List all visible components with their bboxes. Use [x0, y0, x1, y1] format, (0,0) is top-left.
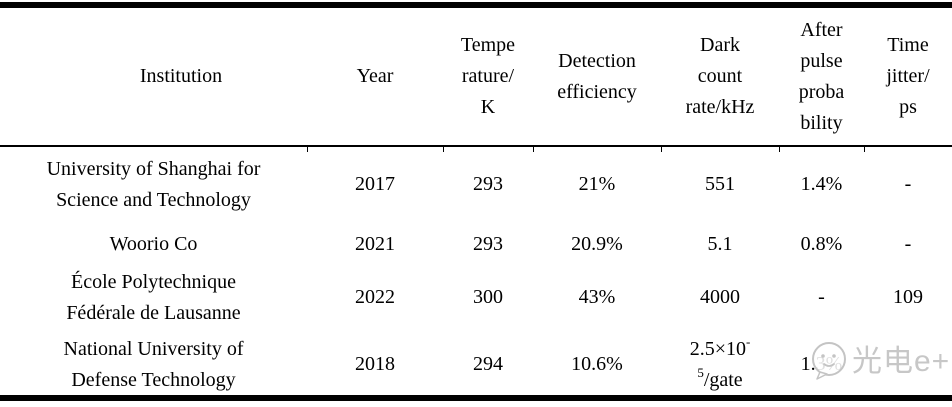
- table-top-rule: [0, 2, 952, 8]
- cell-time-jitter: 109: [893, 286, 923, 308]
- cell-detection-efficiency: 43%: [578, 286, 616, 308]
- cell-year: 2022: [355, 286, 395, 308]
- header-separator-rule: [0, 145, 952, 147]
- column-header-afterpulse-probability: After pulse proba bility: [798, 18, 845, 134]
- table-row: École Polytechnique Fédérale de Lausanne…: [0, 267, 952, 328]
- cell-institution: Woorio Co: [109, 233, 198, 255]
- cell-time-jitter: -: [904, 233, 912, 255]
- column-header-temperature: Tempe rature/ K: [460, 34, 516, 118]
- cell-temperature: 293: [473, 173, 503, 195]
- cell-afterpulse-probability: 1.3%: [800, 353, 843, 375]
- detector-comparison-table: Institution Year Tempe rature/ K Detecti…: [0, 8, 952, 145]
- column-header-time-jitter: Time jitter/ ps: [886, 34, 930, 118]
- cell-detection-efficiency: 10.6%: [571, 353, 623, 375]
- table-row: Woorio Co 2021 293 20.9% 5.1 0.8% -: [0, 222, 952, 267]
- column-header-year: Year: [356, 65, 394, 87]
- table-body: University of Shanghai for Science and T…: [0, 147, 952, 401]
- cell-afterpulse-probability: -: [818, 286, 825, 308]
- column-boundary-tick: [443, 147, 444, 152]
- column-header-institution: Institution: [139, 65, 223, 87]
- column-boundary-tick: [307, 147, 308, 152]
- column-boundary-tick: [661, 147, 662, 152]
- cell-time-jitter: -: [904, 173, 912, 195]
- column-boundary-tick: [864, 147, 865, 152]
- cell-dark-count-rate: 5.1: [707, 233, 733, 255]
- exponent-digit: 5: [697, 364, 704, 380]
- cell-temperature: 294: [473, 353, 503, 375]
- exponent-sign: -: [745, 333, 751, 349]
- cell-afterpulse-probability: 0.8%: [800, 233, 843, 255]
- table-row: University of Shanghai for Science and T…: [0, 147, 952, 222]
- table-bottom-rule: [0, 395, 952, 401]
- cell-detection-efficiency: 20.9%: [571, 233, 623, 255]
- cell-temperature: 293: [473, 233, 503, 255]
- cell-temperature: 300: [473, 286, 503, 308]
- cell-year: 2017: [355, 173, 395, 195]
- cell-dark-count-rate: 2.5×10- 5/gate: [661, 328, 779, 401]
- cell-institution: University of Shanghai for Science and T…: [46, 157, 261, 211]
- column-header-dark-count-rate: Dark count rate/kHz: [685, 34, 755, 118]
- cell-afterpulse-probability: 1.4%: [800, 173, 843, 195]
- cell-detection-efficiency: 21%: [578, 173, 616, 195]
- cell-time-jitter: [864, 328, 952, 401]
- table-row: National University of Defense Technolog…: [0, 328, 952, 401]
- column-boundary-tick: [533, 147, 534, 152]
- cell-institution: École Polytechnique Fédérale de Lausanne: [66, 270, 241, 324]
- column-header-detection-efficiency: Detection efficiency: [557, 49, 637, 103]
- scientific-notation-line1: 2.5×10-: [689, 333, 751, 360]
- cell-dark-count-rate: 4000: [700, 286, 740, 308]
- cell-institution: National University of Defense Technolog…: [63, 337, 244, 391]
- cell-dark-count-rate: 551: [705, 173, 735, 195]
- scientific-notation-line2: 5/gate: [697, 364, 743, 391]
- cell-year: 2021: [355, 233, 395, 255]
- table-header-row: Institution Year Tempe rature/ K Detecti…: [0, 8, 952, 145]
- cell-year: 2018: [355, 353, 395, 375]
- column-boundary-tick: [779, 147, 780, 152]
